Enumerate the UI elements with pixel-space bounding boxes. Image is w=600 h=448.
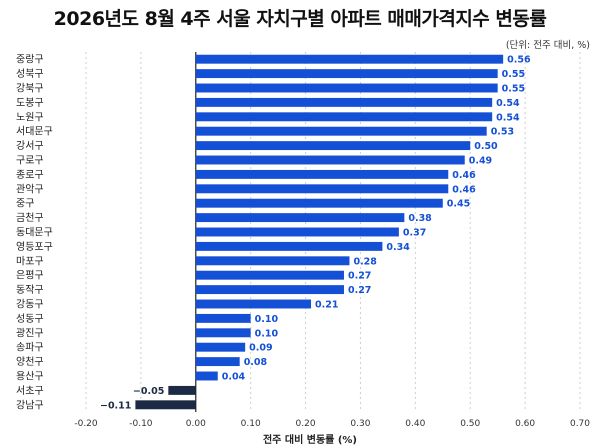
category-label: 강동구 [16,299,44,311]
category-label: 성동구 [16,313,44,325]
bar [195,285,344,295]
category-label: 구로구 [16,156,44,167]
value-label: 0.54 [496,112,520,123]
value-label: 0.08 [244,357,268,368]
category-label: 광진구 [16,327,44,339]
value-label: 0.37 [403,228,426,239]
value-label: 0.54 [496,98,520,109]
x-tick-label: 0.70 [570,419,590,429]
chart-title: 2026년도 8월 4주 서울 자치구별 아파트 매매가격지수 변동률 [53,8,547,30]
value-label: 0.10 [255,328,279,339]
category-label: 영등포구 [16,241,53,253]
category-label: 동대문구 [16,227,53,239]
category-label: 서초구 [16,385,44,397]
unit-note: (단위: 전주 대비, %) [505,40,590,51]
category-label: 중랑구 [16,54,44,66]
x-tick-labels: -0.20 -0.10 0.00 0.10 0.20 0.30 0.40 0.50 0.60 0.… [74,419,590,429]
category-labels: 중랑구성북구강북구도봉구노원구서대문구강서구구로구종로구관악구중구금천구동대문구… [16,54,53,412]
category-label: 도봉구 [16,97,44,109]
bar [195,112,493,122]
category-label: 관악구 [16,183,44,195]
category-label: 용산구 [16,371,44,383]
value-label: 0.21 [315,300,338,311]
bar [195,69,498,79]
x-tick-label: -0.20 [74,419,98,429]
bar [195,155,465,165]
bar [195,213,405,223]
value-label: 0.50 [474,141,498,152]
bar [195,270,344,280]
category-label: 강서구 [16,140,44,152]
value-label: 0.46 [452,170,476,181]
value-label: 0.28 [353,256,377,267]
x-tick-label: 0.00 [186,419,206,429]
value-label: 0.34 [386,242,410,253]
category-label: 동작구 [16,284,44,296]
category-label: 마포구 [16,255,44,267]
x-axis-label: 전주 대비 변동률 (%) [262,435,357,446]
bar [195,83,498,93]
category-label: 강남구 [16,399,44,411]
category-label: 송파구 [16,342,44,354]
value-labels: 0.56 0.55 0.55 0.54 0.54 0.53 0.50 0.49 0.46 0.46… [100,55,531,412]
bar [195,357,240,367]
x-tick-label: 0.30 [350,419,370,429]
bar [195,241,383,251]
value-label: 0.09 [249,343,272,354]
value-label: −0.05 [133,386,164,397]
bar [135,400,196,410]
category-label: 강북구 [16,83,44,95]
bar [195,169,449,179]
category-label: 중구 [16,198,34,210]
value-label: 0.04 [222,372,246,383]
bar [195,97,493,107]
bar [195,126,487,136]
value-label: 0.46 [452,184,476,195]
bar [195,371,218,381]
x-tick-label: 0.60 [515,419,535,429]
category-label: 양천구 [16,356,44,368]
bar [195,342,246,352]
bar [195,198,443,208]
bar [168,385,196,395]
category-label: 은평구 [16,270,44,282]
value-label: 0.55 [502,84,525,95]
x-tick-label: 0.20 [296,419,316,429]
bar [195,54,504,64]
bar [195,184,449,194]
bar [195,141,471,151]
bar [195,313,251,323]
value-label: 0.49 [469,156,492,167]
x-tick-label: 0.10 [241,419,261,429]
category-label: 노원구 [16,111,44,123]
bar [195,227,399,237]
bar [195,256,350,266]
bar [195,328,251,338]
value-label: 0.27 [348,271,371,282]
value-label: 0.27 [348,285,371,296]
bars [135,54,504,410]
category-label: 종로구 [16,169,44,181]
value-label: 0.38 [408,213,432,224]
x-tick-label: 0.50 [460,419,480,429]
value-label: 0.56 [507,55,531,66]
value-label: −0.11 [100,400,131,411]
value-label: 0.10 [255,314,279,325]
x-tick-label: -0.10 [129,419,153,429]
value-label: 0.45 [447,199,470,210]
category-label: 성북구 [16,68,44,80]
category-label: 금천구 [16,212,44,224]
bar [195,299,312,309]
category-label: 서대문구 [16,126,53,138]
value-label: 0.53 [491,127,514,138]
value-label: 0.55 [502,69,525,80]
x-tick-label: 0.40 [405,419,425,429]
